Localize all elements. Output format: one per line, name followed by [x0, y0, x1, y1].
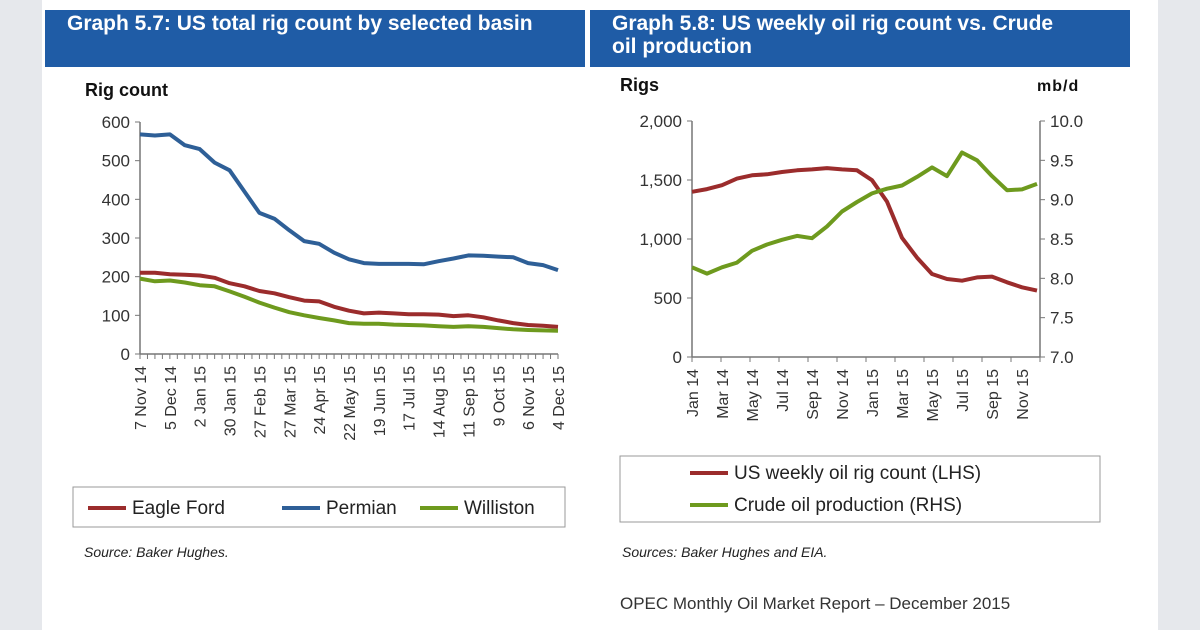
x-tick-label: 22 May 15 [342, 366, 359, 441]
legend-box [619, 455, 1101, 523]
y2-tick-label: 9.5 [1050, 151, 1074, 170]
x-tick-label: 24 Apr 15 [312, 366, 329, 435]
series-line-crude-oil-production-rhs- [691, 150, 1038, 276]
y-tick-label: 600 [102, 113, 130, 132]
x-tick-label: 17 Jul 15 [402, 366, 419, 431]
x-tick-label: Jan 14 [685, 369, 702, 417]
y-tick-label: 0 [121, 345, 130, 364]
x-tick-label: Jul 14 [775, 369, 792, 412]
x-tick-label: 7 Nov 14 [133, 366, 150, 430]
legend-label: US weekly oil rig count (LHS) [734, 463, 981, 484]
y-axis-title: Rigs [620, 75, 659, 95]
x-tick-label: 11 Sep 15 [461, 366, 478, 438]
x-tick-label: Mar 14 [715, 369, 732, 419]
y-tick-label: 200 [102, 268, 130, 287]
series-line-permian [139, 132, 559, 272]
x-tick-label: May 14 [745, 369, 762, 422]
graph-5-7-title: Graph 5.7: US total rig count by selecte… [45, 10, 585, 67]
x-tick-label: 4 Dec 15 [551, 366, 568, 430]
x-tick-label: Sep 15 [985, 369, 1002, 420]
x-tick-label: 30 Jan 15 [223, 366, 240, 436]
y-tick-label: 400 [102, 190, 130, 209]
x-tick-label: Jul 15 [955, 369, 972, 412]
x-tick-label: 9 Oct 15 [491, 366, 508, 427]
x-tick-label: Jan 15 [865, 369, 882, 417]
y-tick-label: 500 [654, 289, 682, 308]
x-tick-label: 14 Aug 15 [432, 366, 449, 438]
x-tick-label: 2 Jan 15 [193, 366, 210, 427]
x-tick-label: 5 Dec 14 [163, 366, 180, 430]
source-note-left: Source: Baker Hughes. [84, 544, 229, 560]
y2-tick-label: 7.5 [1050, 309, 1074, 328]
source-note-right: Sources: Baker Hughes and EIA. [622, 544, 828, 560]
x-tick-label: May 15 [925, 369, 942, 422]
y2-tick-label: 7.0 [1050, 348, 1074, 367]
series-line-williston [139, 276, 559, 333]
x-tick-label: Mar 15 [895, 369, 912, 419]
y2-axis-title: mb/d [1037, 78, 1079, 95]
x-tick-label: 27 Feb 15 [252, 366, 269, 438]
y-tick-label: 300 [102, 229, 130, 248]
legend-label: Permian [326, 498, 397, 519]
series-line-eagle-ford [140, 270, 559, 329]
series-line-us-weekly-oil-rig-count-lhs- [691, 166, 1038, 293]
y2-tick-label: 9.0 [1050, 191, 1074, 210]
rig-count-by-basin-chart: Rig count 0 100 200 300 400 500 600 7 Nov 14 5 De… [72, 80, 568, 528]
y-tick-label: 2,000 [639, 112, 682, 131]
x-tick-label: 27 Mar 15 [282, 366, 299, 438]
y-tick-label: 0 [673, 348, 682, 367]
y-tick-label: 500 [102, 152, 130, 171]
x-tick-label: Nov 15 [1015, 369, 1032, 420]
x-tick-label: 19 Jun 15 [372, 366, 389, 436]
y2-tick-label: 10.0 [1050, 112, 1083, 131]
y2-tick-label: 8.0 [1050, 269, 1074, 288]
legend-label: Crude oil production (RHS) [734, 495, 962, 516]
y-tick-label: 1,000 [639, 230, 682, 249]
y2-tick-label: 8.5 [1050, 230, 1074, 249]
report-footer: OPEC Monthly Oil Market Report – Decembe… [620, 594, 1011, 613]
legend-label: Williston [464, 498, 535, 519]
y-tick-label: 1,500 [639, 171, 682, 190]
x-tick-label: 6 Nov 15 [521, 366, 538, 430]
x-tick-label: Nov 14 [835, 369, 852, 420]
graph-5-8-title: Graph 5.8: US weekly oil rig count vs. C… [590, 10, 1130, 67]
rig-count-vs-production-chart: Rigs mb/d 0 500 1,000 1,500 2,000 7.0 7.5 8.0 8.5 9… [619, 75, 1101, 523]
legend-label: Eagle Ford [132, 498, 225, 519]
y-axis-title: Rig count [85, 80, 168, 100]
x-tick-label: Sep 14 [805, 369, 822, 420]
y-tick-label: 100 [102, 306, 130, 325]
